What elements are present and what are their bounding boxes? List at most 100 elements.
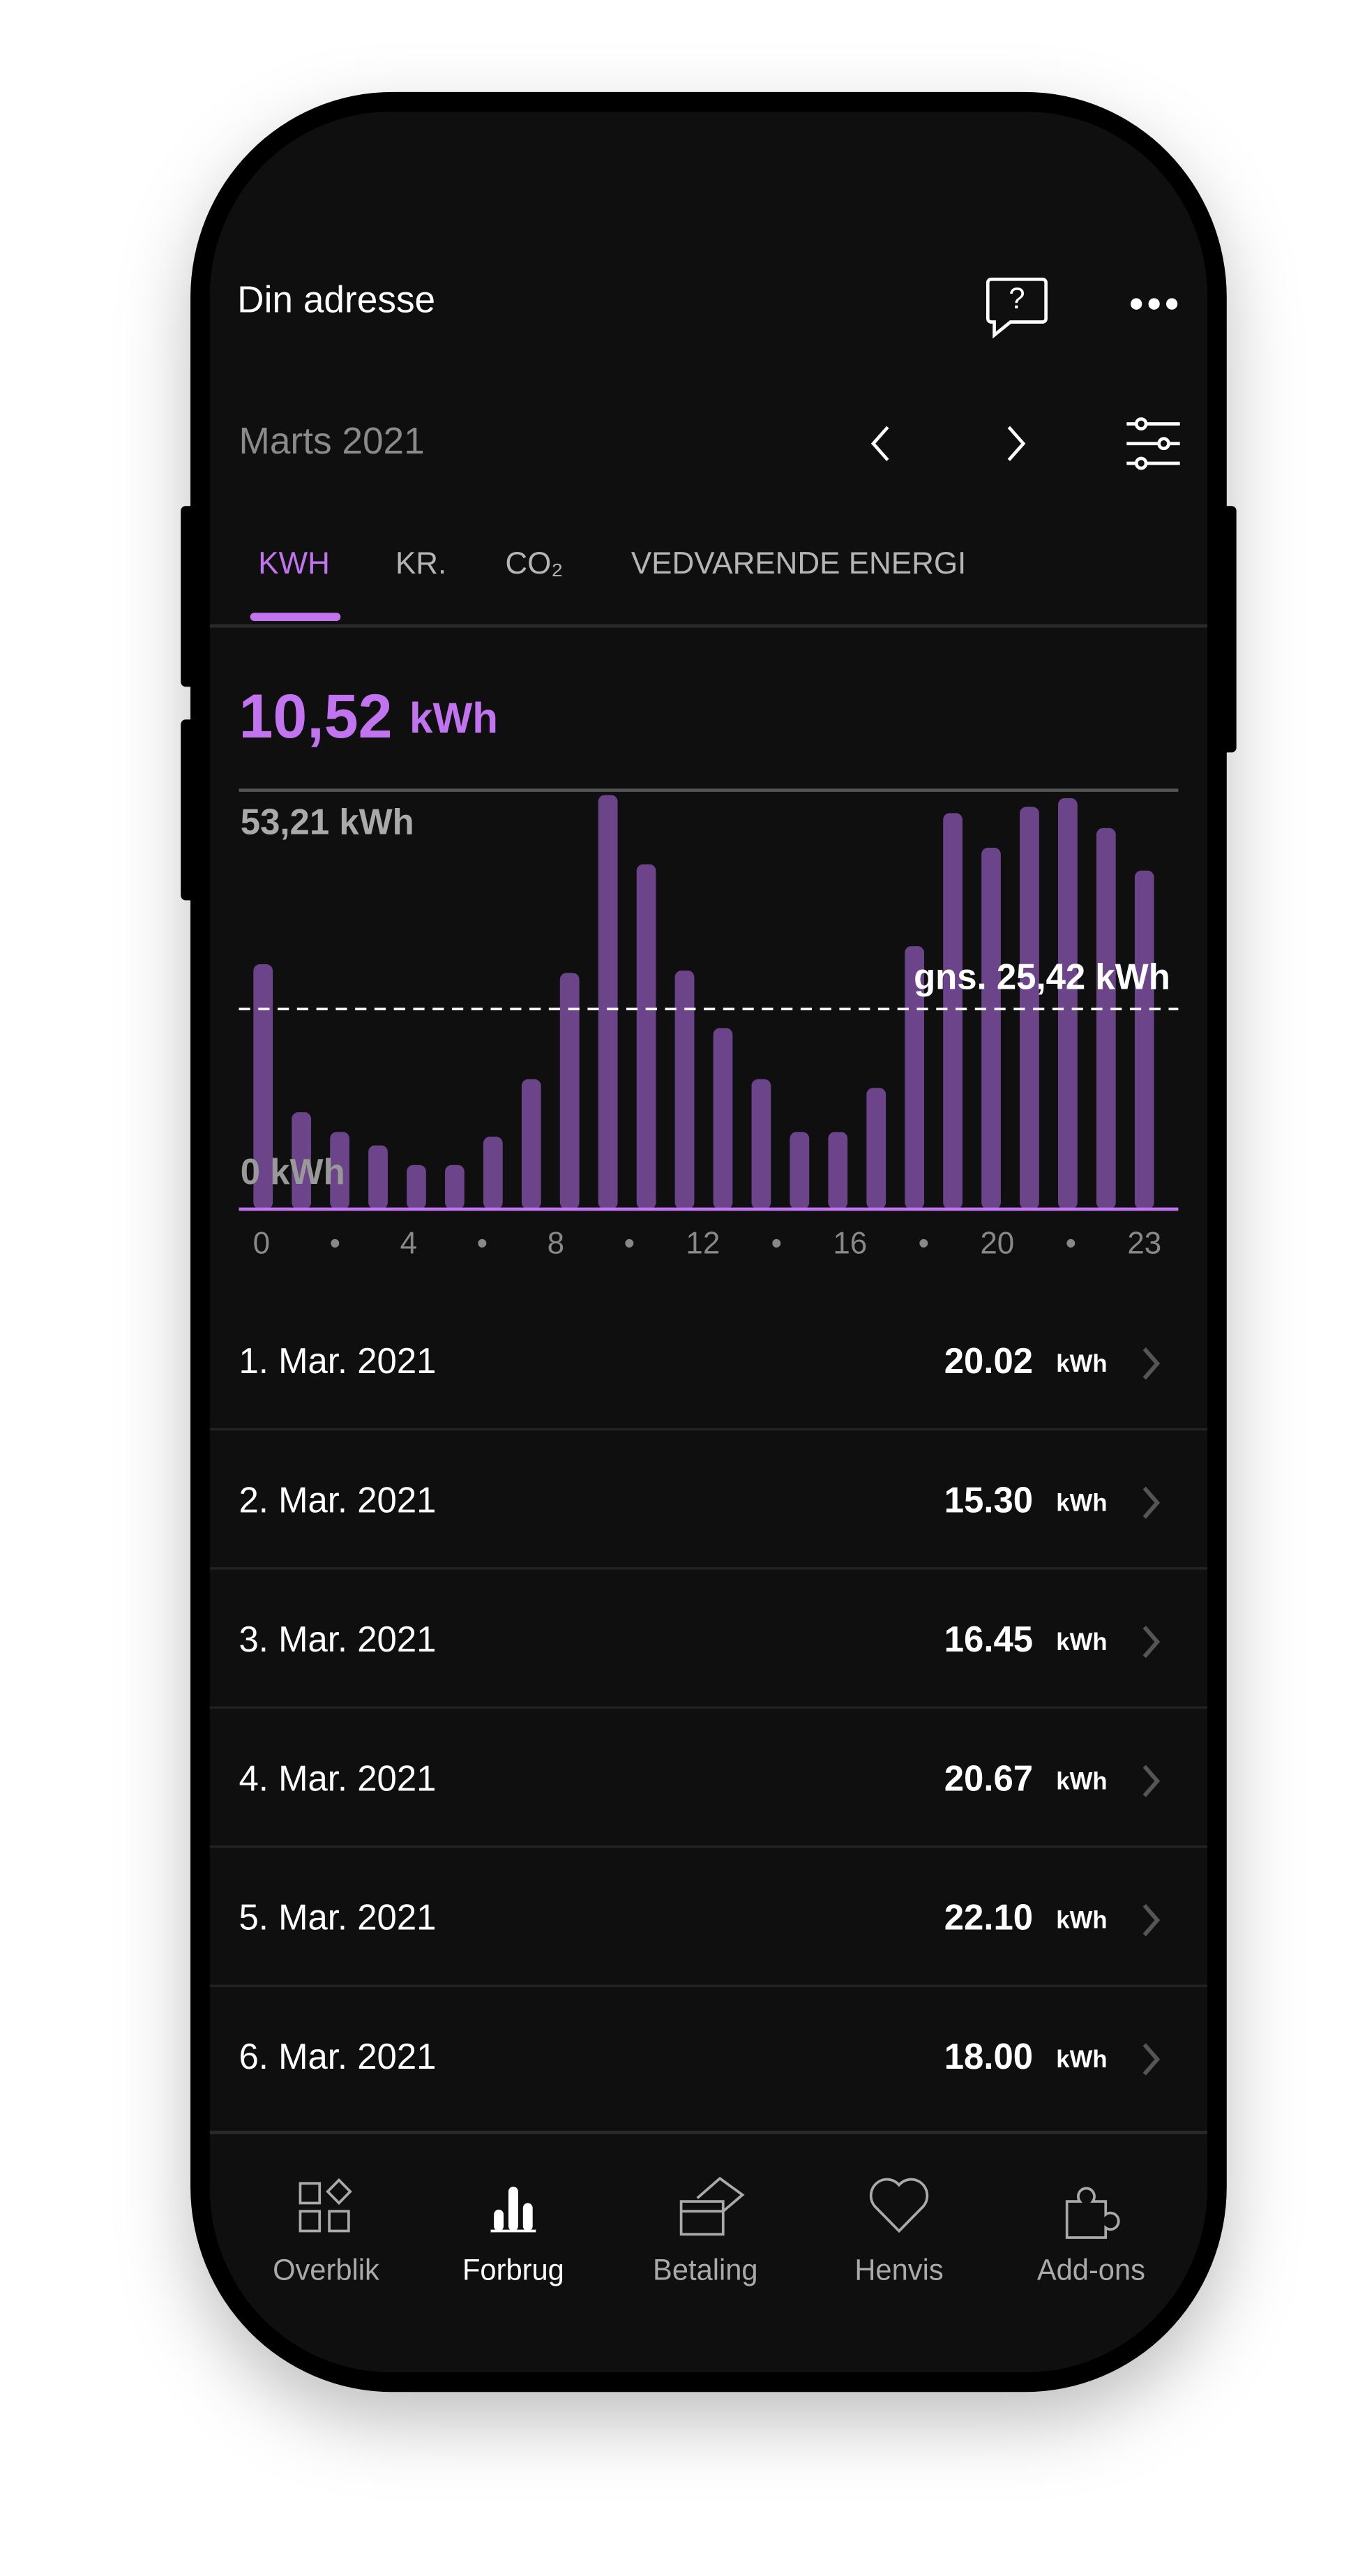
chevron <box>1142 2043 1161 2076</box>
chevron <box>1142 1486 1161 1519</box>
address: Din adresse <box>237 278 435 321</box>
bar <box>905 946 925 1209</box>
x-tick-label: • <box>919 1226 929 1260</box>
bar <box>483 1137 503 1209</box>
bar <box>253 964 273 1209</box>
tab[interactable]: KWH <box>258 546 330 580</box>
max-label: 53,21 kWh <box>241 802 414 841</box>
prev-button[interactable] <box>870 426 889 461</box>
day-date: 3. Mar. 2021 <box>239 1619 437 1658</box>
day-value: 15.30 <box>944 1480 1033 1520</box>
nav-label: Overblik <box>273 2253 380 2286</box>
day-value: 18.00 <box>944 2037 1033 2076</box>
nav-item[interactable]: Add-ons <box>1037 2187 1145 2286</box>
x-tick-label: 0 <box>253 1226 270 1260</box>
bar <box>559 973 580 1209</box>
bar <box>751 1079 771 1209</box>
nav-label: Betaling <box>653 2253 758 2286</box>
day-value: 20.02 <box>944 1341 1033 1381</box>
day-unit: kWh <box>1056 1906 1107 1933</box>
day-date: 4. Mar. 2021 <box>239 1758 437 1798</box>
day-row[interactable]: 1. Mar. 2021 20.02 kWh <box>209 1341 1208 1431</box>
nav-item[interactable]: Forbrug <box>462 2186 564 2286</box>
tab[interactable]: KR. <box>395 546 446 580</box>
nav-label: Forbrug <box>462 2253 564 2286</box>
nav-icon <box>679 2176 745 2236</box>
day-row[interactable]: 3. Mar. 2021 16.45 kWh <box>209 1619 1208 1709</box>
filter-icon[interactable] <box>1126 417 1180 470</box>
x-tick-label: 20 <box>980 1226 1014 1260</box>
bar <box>1134 870 1154 1209</box>
x-tick-label: 4 <box>400 1226 417 1260</box>
day-row[interactable]: 5. Mar. 2021 22.10 kWh <box>209 1897 1208 1987</box>
nav-icon <box>869 2178 929 2233</box>
x-tick-label: 12 <box>686 1226 720 1260</box>
day-unit: kWh <box>1056 1628 1107 1656</box>
help-icon[interactable]: ? <box>986 277 1048 339</box>
day-row[interactable]: 6. Mar. 2021 18.00 kWh <box>239 2037 1161 2076</box>
total: 10,52 kWh <box>239 682 498 751</box>
day-row[interactable]: 2. Mar. 2021 15.30 kWh <box>209 1480 1208 1570</box>
bar <box>1096 828 1116 1209</box>
day-value: 16.45 <box>944 1619 1033 1658</box>
bar <box>521 1079 541 1209</box>
x-tick-label: 23 <box>1127 1226 1161 1260</box>
nav-item[interactable]: Henvis <box>854 2178 944 2286</box>
bar <box>598 795 618 1209</box>
day-date: 2. Mar. 2021 <box>239 1480 437 1520</box>
chevron <box>1142 1626 1161 1658</box>
nav-item[interactable]: Overblik <box>273 2178 380 2286</box>
day-unit: kWh <box>1056 1489 1107 1516</box>
bar <box>292 1112 312 1209</box>
day-date: 1. Mar. 2021 <box>239 1341 437 1381</box>
x-tick-label: • <box>771 1226 782 1260</box>
nav-icon-bar <box>494 2209 504 2231</box>
nav-icon-bar <box>508 2186 518 2231</box>
x-tick-label: 16 <box>833 1226 867 1260</box>
day-unit: kWh <box>1056 1350 1107 1377</box>
period: Marts 2021 <box>239 420 425 463</box>
bar <box>674 971 695 1209</box>
chevron <box>1142 1903 1161 1937</box>
bar <box>828 1132 848 1209</box>
more-icon[interactable] <box>1131 298 1178 310</box>
screen <box>209 112 1208 2373</box>
bar <box>790 1132 810 1209</box>
bar <box>407 1165 426 1209</box>
day-value: 22.10 <box>944 1897 1033 1937</box>
svg-text:?: ? <box>1009 282 1025 315</box>
day-date: 5. Mar. 2021 <box>239 1897 437 1937</box>
min-label: 0 kWh <box>241 1152 345 1192</box>
bar <box>866 1088 886 1209</box>
day-date: 6. Mar. 2021 <box>239 2037 437 2076</box>
x-tick-label: 8 <box>548 1226 564 1260</box>
chevron <box>1142 1765 1161 1797</box>
bar <box>943 813 963 1209</box>
bar <box>636 864 656 1209</box>
bar <box>981 848 1001 1209</box>
x-tick-label: • <box>624 1226 635 1260</box>
bar <box>713 1028 733 1209</box>
nav-item[interactable]: Betaling <box>653 2176 758 2286</box>
x-tick-label: • <box>330 1226 340 1260</box>
nav-icon-bar <box>522 2203 533 2231</box>
bar <box>445 1165 465 1209</box>
nav-icon <box>1065 2187 1120 2239</box>
bar <box>330 1132 349 1209</box>
day-row[interactable]: 4. Mar. 2021 20.67 kWh <box>209 1758 1208 1848</box>
x-tick-label: • <box>477 1226 488 1260</box>
tab-indicator <box>250 613 341 622</box>
bar <box>368 1145 388 1209</box>
chevron <box>1142 1347 1161 1380</box>
tab[interactable]: CO₂ <box>505 546 563 580</box>
next-button[interactable] <box>1007 426 1026 461</box>
tab[interactable]: VEDVARENDE ENERGI <box>631 546 966 580</box>
x-tick-label: • <box>1066 1226 1076 1260</box>
bar <box>1058 797 1078 1209</box>
day-unit: kWh <box>1056 2046 1107 2073</box>
day-unit: kWh <box>1056 1767 1107 1795</box>
average-label: gns. 25,42 kWh <box>914 957 1170 996</box>
day-value: 20.67 <box>944 1758 1033 1798</box>
